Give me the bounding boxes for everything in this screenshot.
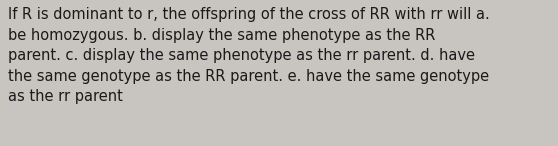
- Text: If R is dominant to r, the offspring of the cross of RR with rr will a.
be homoz: If R is dominant to r, the offspring of …: [8, 7, 490, 104]
